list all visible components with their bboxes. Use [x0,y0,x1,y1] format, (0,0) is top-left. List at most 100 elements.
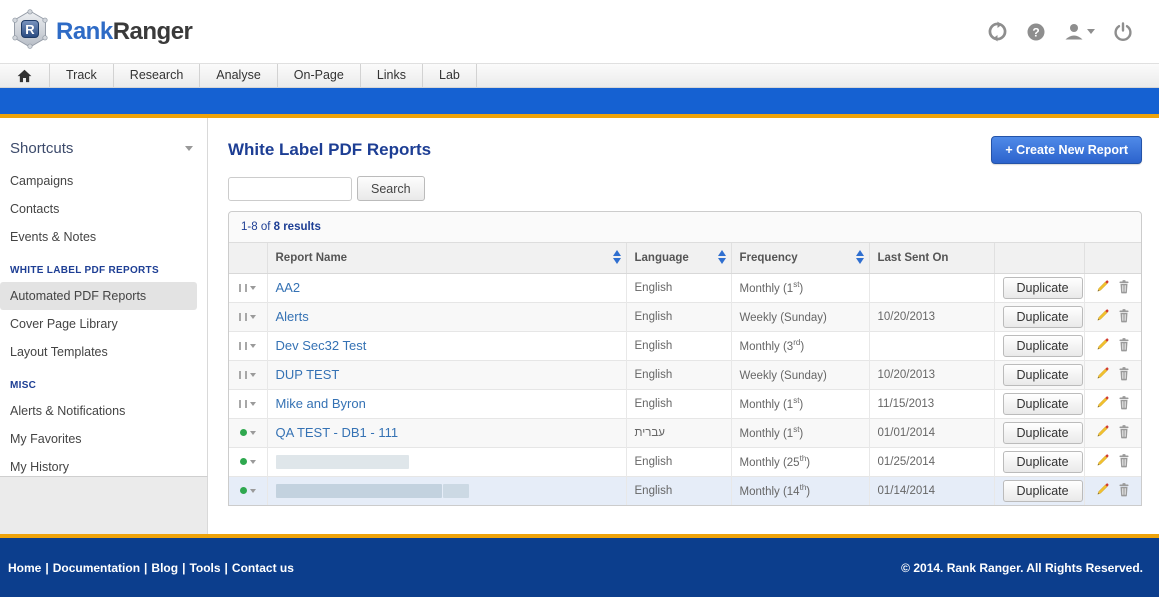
edit-icon[interactable] [1095,337,1110,355]
row-drag-handle[interactable] [237,283,259,292]
footer-link-blog[interactable]: Blog [151,560,179,575]
nav-tab-analyse[interactable]: Analyse [200,64,278,87]
sidebar-item-my-favorites[interactable]: My Favorites [10,432,82,446]
language-cell: English [626,388,732,418]
delete-icon[interactable] [1117,424,1131,442]
sidebar-item-layout-templates[interactable]: Layout Templates [10,345,108,359]
edit-icon [1097,279,1109,292]
nav-tab-track[interactable]: Track [50,64,114,87]
footer-link-contact-us[interactable]: Contact us [231,560,294,575]
main-content: White Label PDF Reports + Create New Rep… [208,118,1159,534]
edit-icon[interactable] [1095,482,1110,500]
delete-icon[interactable] [1117,279,1131,297]
nav-tab-lab[interactable]: Lab [423,64,477,87]
duplicate-button[interactable]: Duplicate [1002,479,1083,502]
last-sent-cell: 10/20/2013 [869,301,995,331]
reports-table: 1-8 of 8 results Report Name Language Fr… [228,211,1142,506]
row-drag-handle[interactable] [237,370,259,379]
table-row: AA2 English Monthly (1st) Duplicate [229,272,1141,302]
sidebar-item-campaigns[interactable]: Campaigns [10,174,74,188]
language-cell: English [626,272,732,302]
sidebar-item-cover-page-library[interactable]: Cover Page Library [10,317,118,331]
sidebar-item-events-notes[interactable]: Events & Notes [10,230,97,244]
power-icon[interactable] [1113,21,1133,42]
user-menu[interactable] [1064,22,1095,42]
edit-icon[interactable] [1095,308,1110,326]
row-status-menu[interactable] [237,487,259,495]
frequency-cell: Weekly (Sunday) [731,301,870,331]
duplicate-button[interactable]: Duplicate [1002,363,1083,386]
gold-divider [0,114,1159,118]
sidebar-shortcuts-header[interactable]: Shortcuts [0,134,207,167]
row-status-menu[interactable] [237,458,259,465]
edit-icon[interactable] [1095,366,1110,384]
sidebar-section-misc: MISC [10,380,37,391]
chevron-down-icon [249,488,256,493]
footer-link-home[interactable]: Home [8,560,42,575]
delete-icon[interactable] [1117,453,1131,471]
duplicate-button[interactable]: Duplicate [1002,392,1083,415]
frequency-cell: Weekly (Sunday) [731,359,870,389]
copyright-text: © 2014. Rank Ranger. All Rights Reserved… [901,560,1143,575]
edit-icon[interactable] [1095,424,1110,442]
frequency-cell: Monthly (3rd) [731,330,870,360]
nav-tab-links[interactable]: Links [361,64,423,87]
sort-icon[interactable] [717,250,726,264]
delete-icon[interactable] [1117,482,1131,500]
sidebar-item-my-history[interactable]: My History [10,460,70,474]
footer-link-documentation[interactable]: Documentation [52,560,141,575]
search-button[interactable]: Search [357,176,425,201]
delete-icon[interactable] [1117,337,1131,355]
delete-icon[interactable] [1117,366,1131,384]
sort-icon[interactable] [612,250,621,264]
search-input[interactable] [228,176,352,201]
edit-icon [1097,483,1109,495]
frequency-cell: Monthly (1st) [731,388,870,418]
frequency-cell: Monthly (25th) [731,446,870,476]
row-drag-handle[interactable] [237,399,259,408]
sidebar-item-alerts-notifications[interactable]: Alerts & Notifications [10,404,126,418]
sort-icon[interactable] [855,250,864,264]
green-status-icon [239,458,247,465]
duplicate-button[interactable]: Duplicate [1002,421,1083,444]
nav-tab-home[interactable] [0,64,50,87]
report-name-link[interactable]: Dev Sec32 Test [275,338,367,353]
edit-icon [1097,453,1109,466]
duplicate-button[interactable]: Duplicate [1002,276,1083,299]
help-icon[interactable]: ? [1026,22,1046,42]
duplicate-button[interactable]: Duplicate [1002,450,1083,473]
duplicate-button[interactable]: Duplicate [1002,305,1083,328]
report-name-link[interactable]: QA TEST - DB1 - 111 [275,425,399,440]
chevron-down-icon [250,343,257,348]
report-name-link[interactable]: Alerts [275,309,309,324]
sidebar-item-automated-pdf-reports[interactable]: Automated PDF Reports [0,282,197,310]
row-drag-handle[interactable] [237,341,259,350]
brand-logo[interactable]: R RankRanger [10,9,193,54]
delete-icon[interactable] [1117,395,1131,413]
edit-icon [1097,395,1109,408]
row-status-menu[interactable] [237,429,259,436]
duplicate-button[interactable]: Duplicate [1002,334,1083,357]
redacted-report-name [275,454,409,469]
nav-tab-onpage[interactable]: On-Page [278,64,361,87]
footer-link-tools[interactable]: Tools [189,560,221,575]
delete-icon [1119,482,1129,497]
chevron-down-icon [249,430,256,435]
nav-tab-research[interactable]: Research [114,64,201,87]
create-new-report-button[interactable]: + Create New Report [991,136,1142,164]
sync-icon[interactable] [987,21,1008,42]
last-sent-cell: 01/01/2014 [869,417,995,447]
row-drag-handle[interactable] [237,312,259,321]
sidebar-item-contacts[interactable]: Contacts [10,202,60,216]
sidebar-section-white-label: WHITE LABEL PDF REPORTS [10,265,159,276]
edit-icon[interactable] [1095,279,1110,297]
edit-icon[interactable] [1095,395,1110,413]
report-name-link[interactable]: AA2 [275,280,301,295]
report-name-link[interactable]: DUP TEST [275,367,340,382]
report-name-link[interactable]: Mike and Byron [275,396,366,411]
edit-icon [1097,337,1109,350]
edit-icon[interactable] [1095,453,1110,471]
language-cell: English [626,446,732,476]
table-header-row: Report Name Language Frequency Last Sent… [229,243,1141,274]
delete-icon[interactable] [1117,308,1131,326]
